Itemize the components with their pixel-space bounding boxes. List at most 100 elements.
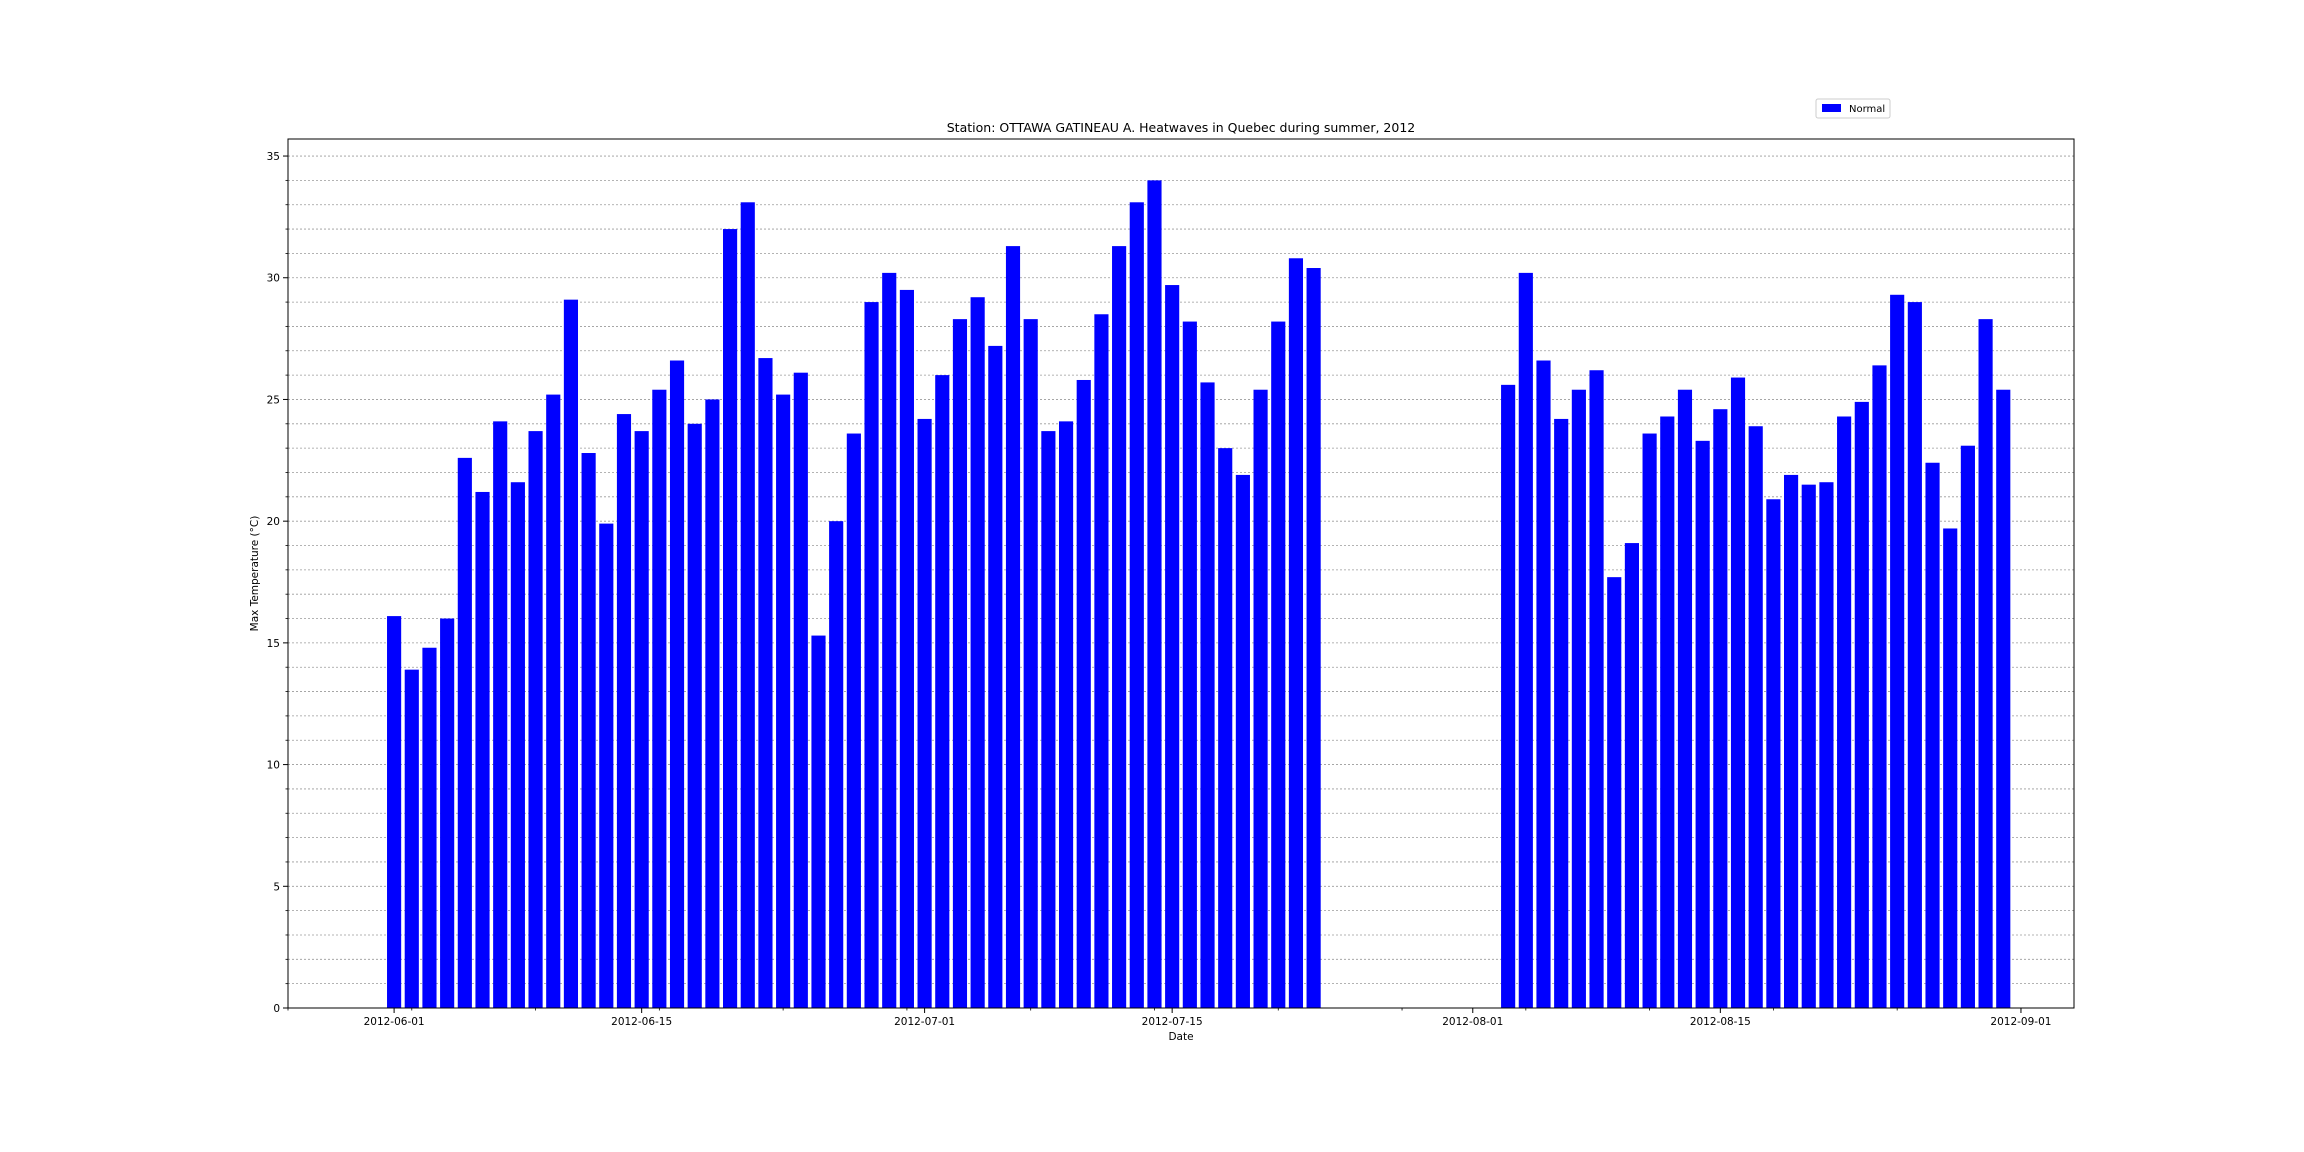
bar (1218, 448, 1233, 1009)
y-tick-label: 5 (273, 881, 280, 893)
bar (1960, 445, 1975, 1008)
bar (1571, 389, 1586, 1009)
bar (1182, 321, 1197, 1009)
bar (829, 521, 844, 1008)
bar (1872, 365, 1887, 1008)
bar-series-normal (387, 180, 2011, 1009)
bar (493, 421, 508, 1008)
bar (1978, 319, 1993, 1008)
x-tick-label: 2012-06-15 (611, 1016, 672, 1028)
y-tick-label: 35 (267, 151, 280, 163)
bar (793, 372, 808, 1008)
bar (510, 482, 525, 1008)
bar (1165, 285, 1180, 1008)
bar (581, 453, 596, 1008)
bar (563, 299, 579, 1008)
bar (422, 647, 437, 1008)
y-axis-title: Max Temperature (°C) (249, 516, 261, 632)
bar (1642, 433, 1657, 1008)
bar (723, 229, 738, 1008)
x-tick-label: 2012-07-15 (1142, 1016, 1203, 1028)
bar (457, 457, 472, 1009)
bar (669, 360, 685, 1009)
bar (440, 618, 455, 1008)
bar (1076, 379, 1091, 1009)
x-tick-label: 2012-06-01 (364, 1016, 425, 1028)
bar (1094, 314, 1109, 1008)
x-tick-label: 2012-07-01 (894, 1016, 955, 1028)
bar (599, 523, 614, 1008)
bar (1041, 431, 1056, 1008)
y-tick-label: 20 (267, 516, 280, 528)
bar (1129, 202, 1144, 1008)
bar (1925, 462, 1940, 1008)
bar (988, 345, 1003, 1008)
y-axis: 0 5 10 15 20 25 30 35 (267, 151, 288, 1015)
bar (1235, 474, 1250, 1008)
x-tick-label: 2012-08-01 (1442, 1016, 1503, 1028)
bar (1730, 377, 1746, 1008)
x-tick-label: 2012-08-15 (1690, 1016, 1751, 1028)
bar (899, 289, 914, 1008)
bar (705, 399, 720, 1009)
bar (616, 414, 632, 1008)
bar (1660, 416, 1675, 1008)
y-tick-label: 15 (267, 638, 280, 650)
bar (1253, 389, 1268, 1009)
bar (864, 302, 879, 1009)
bar (1200, 382, 1215, 1008)
bar (404, 669, 419, 1008)
bar (1695, 440, 1710, 1008)
bar (952, 319, 968, 1008)
bar (528, 431, 543, 1008)
bar (1147, 180, 1162, 1008)
y-tick-label: 10 (267, 760, 280, 772)
legend-label-normal: Normal (1849, 104, 1885, 115)
bar (546, 394, 561, 1008)
bar (1677, 389, 1693, 1009)
chart-title: Station: OTTAWA GATINEAU A. Heatwaves in… (947, 120, 1415, 135)
bar (1023, 319, 1038, 1008)
y-tick-label: 0 (273, 1003, 280, 1015)
bar (846, 433, 861, 1008)
bar (917, 418, 932, 1009)
legend-swatch-normal (1822, 104, 1841, 112)
bar (882, 272, 897, 1009)
bar (1005, 246, 1021, 1008)
plot-frame (287, 138, 2075, 1009)
bar (1890, 294, 1905, 1008)
bar (1607, 577, 1622, 1008)
bar (811, 635, 826, 1008)
y-tick-label: 25 (267, 394, 280, 406)
bar (1288, 258, 1304, 1008)
bar (935, 375, 950, 1008)
bar (740, 202, 755, 1008)
bar (687, 423, 702, 1008)
bar (1501, 384, 1516, 1008)
bar (1837, 416, 1852, 1008)
x-axis: 2012-06-01 2012-06-15 2012-07-01 2012-07-15… (287, 1008, 2051, 1028)
legend-box (1815, 98, 1891, 119)
bar (1854, 401, 1869, 1008)
bar (1801, 484, 1816, 1008)
bar (1783, 474, 1799, 1008)
bar (634, 431, 649, 1008)
bar (1271, 321, 1286, 1009)
x-axis-title: Date (1168, 1031, 1193, 1043)
bar (1536, 360, 1551, 1009)
bar (758, 358, 773, 1008)
legend: Normal (1815, 98, 1891, 119)
bar (970, 297, 985, 1008)
bar (1996, 389, 2011, 1009)
bar (1713, 409, 1728, 1009)
bar (1748, 426, 1763, 1008)
bar (387, 616, 402, 1008)
bar (776, 394, 791, 1008)
x-tick-label: 2012-09-01 (1990, 1016, 2051, 1028)
y-tick-label: 30 (267, 273, 280, 285)
bar (1819, 482, 1834, 1008)
bar (1766, 499, 1781, 1008)
bar (1907, 302, 1922, 1009)
bar (1518, 272, 1533, 1009)
